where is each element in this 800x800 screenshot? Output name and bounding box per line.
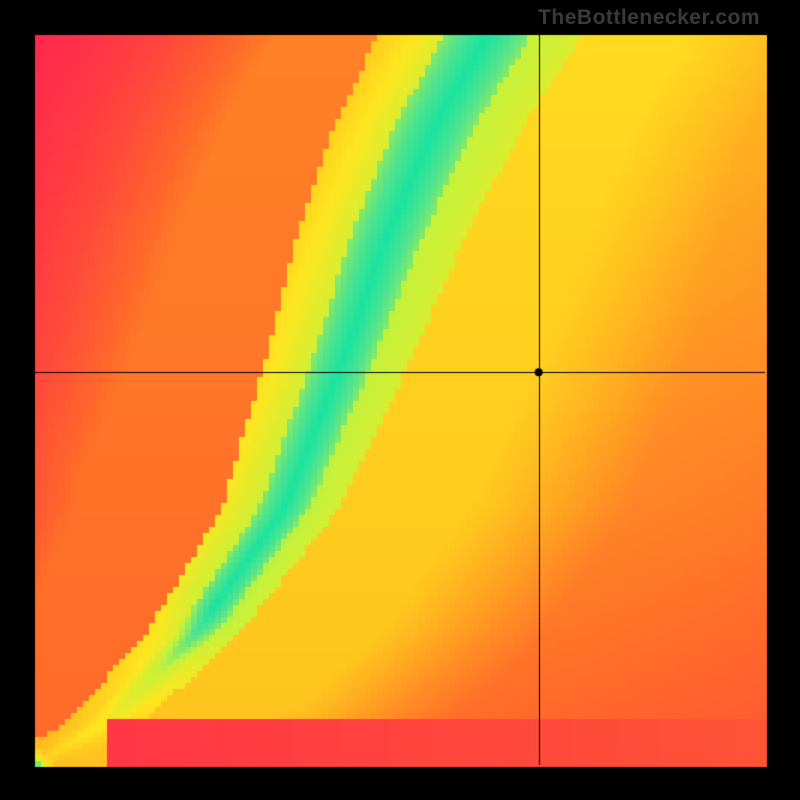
bottleneck-heatmap — [0, 0, 800, 800]
watermark-text: TheBottlenecker.com — [538, 6, 760, 30]
chart-container: TheBottlenecker.com — [0, 0, 800, 800]
